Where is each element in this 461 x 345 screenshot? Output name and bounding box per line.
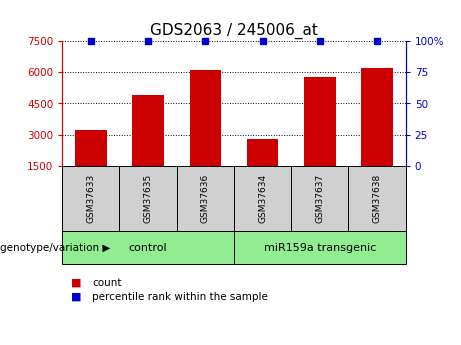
Text: GSM37637: GSM37637 bbox=[315, 174, 325, 223]
Text: ■: ■ bbox=[71, 278, 82, 288]
Bar bbox=[234, 231, 406, 264]
Text: count: count bbox=[92, 278, 122, 288]
Bar bbox=[189, 70, 221, 166]
Bar bbox=[62, 166, 119, 231]
Title: GDS2063 / 245006_at: GDS2063 / 245006_at bbox=[150, 22, 318, 39]
Text: GSM37638: GSM37638 bbox=[372, 174, 382, 223]
Bar bbox=[119, 166, 177, 231]
Text: ■: ■ bbox=[71, 292, 82, 302]
Bar bbox=[62, 231, 234, 264]
Text: GSM37635: GSM37635 bbox=[143, 174, 153, 223]
Bar bbox=[349, 166, 406, 231]
Text: miR159a transgenic: miR159a transgenic bbox=[264, 243, 376, 253]
Text: GSM37634: GSM37634 bbox=[258, 174, 267, 223]
Bar bbox=[291, 166, 349, 231]
Bar bbox=[234, 166, 291, 231]
Bar bbox=[132, 95, 164, 166]
Text: GSM37636: GSM37636 bbox=[201, 174, 210, 223]
Bar bbox=[75, 130, 106, 166]
Bar bbox=[361, 68, 393, 166]
Text: genotype/variation ▶: genotype/variation ▶ bbox=[0, 243, 110, 253]
Text: control: control bbox=[129, 243, 167, 253]
Text: GSM37633: GSM37633 bbox=[86, 174, 95, 223]
Bar bbox=[304, 77, 336, 166]
Text: percentile rank within the sample: percentile rank within the sample bbox=[92, 292, 268, 302]
Bar bbox=[247, 139, 278, 166]
Bar bbox=[177, 166, 234, 231]
